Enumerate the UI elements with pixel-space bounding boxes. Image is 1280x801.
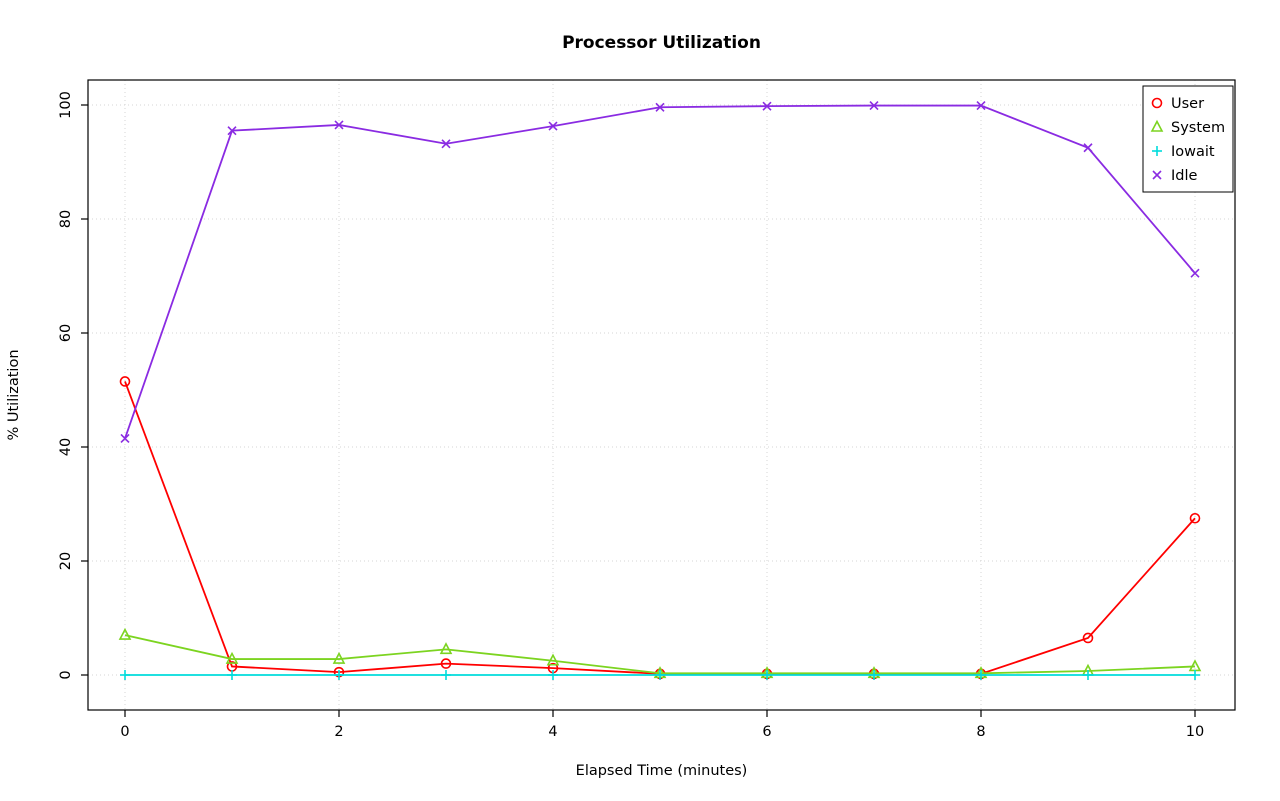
- series-marker-idle: [655, 102, 665, 112]
- x-tick-label: 4: [548, 724, 557, 740]
- x-tick-label: 2: [334, 724, 343, 740]
- y-tick-label: 20: [58, 552, 74, 570]
- series-marker-idle: [441, 139, 451, 149]
- series-marker-system: [118, 627, 132, 640]
- series-marker-idle: [120, 433, 130, 444]
- series-marker-system: [439, 642, 453, 655]
- legend-marker-idle: [1152, 170, 1162, 180]
- legend-label-iowait: Iowait: [1171, 144, 1215, 160]
- series-marker-system: [332, 651, 346, 664]
- plot-box: [87, 79, 1236, 711]
- series-marker-idle: [548, 121, 558, 131]
- series-marker-idle: [227, 126, 237, 136]
- series-marker-user: [1189, 512, 1201, 524]
- x-tick-label: 8: [976, 724, 985, 740]
- series-line-user: [124, 381, 1196, 675]
- series-marker-idle: [1083, 143, 1093, 153]
- y-tick-label: 80: [58, 210, 74, 228]
- x-tick-label: 6: [762, 724, 771, 740]
- series-marker-user: [119, 376, 131, 387]
- series-marker-idle: [762, 101, 772, 111]
- series-marker-system: [225, 651, 239, 664]
- legend-marker-system: [1150, 119, 1164, 132]
- series-marker-idle: [869, 101, 879, 111]
- chart-title: Processor Utilization: [562, 33, 761, 53]
- legend-label-system: System: [1171, 120, 1225, 136]
- series-marker-system: [546, 653, 560, 666]
- series-line-idle: [124, 104, 1196, 439]
- series-marker-user: [1082, 632, 1094, 644]
- y-axis-label: % Utilization: [6, 349, 22, 441]
- legend-marker-user: [1151, 97, 1163, 109]
- x-tick-label: 0: [120, 724, 129, 740]
- y-tick-label: 40: [58, 438, 74, 456]
- series-marker-idle: [976, 101, 986, 111]
- series-marker-idle: [334, 120, 344, 130]
- series-marker-user: [440, 658, 452, 669]
- y-tick-label: 0: [58, 670, 74, 679]
- y-tick-label: 100: [58, 91, 74, 119]
- legend-label-idle: Idle: [1171, 168, 1198, 184]
- legend-label-user: User: [1171, 96, 1204, 112]
- series-marker-idle: [1190, 268, 1200, 278]
- x-tick-label: 10: [1186, 724, 1204, 740]
- x-axis-label: Elapsed Time (minutes): [575, 763, 748, 779]
- y-tick-label: 60: [58, 324, 74, 342]
